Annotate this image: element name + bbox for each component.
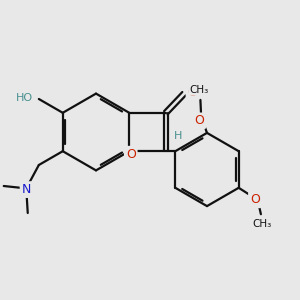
Text: O: O: [250, 193, 260, 206]
Text: N: N: [22, 183, 31, 196]
Text: CH₃: CH₃: [253, 219, 272, 229]
Text: O: O: [194, 114, 204, 128]
Text: CH₃: CH₃: [190, 85, 209, 95]
Text: O: O: [126, 148, 136, 161]
Text: H: H: [174, 131, 183, 141]
Text: O: O: [188, 86, 197, 99]
Text: HO: HO: [16, 93, 33, 103]
